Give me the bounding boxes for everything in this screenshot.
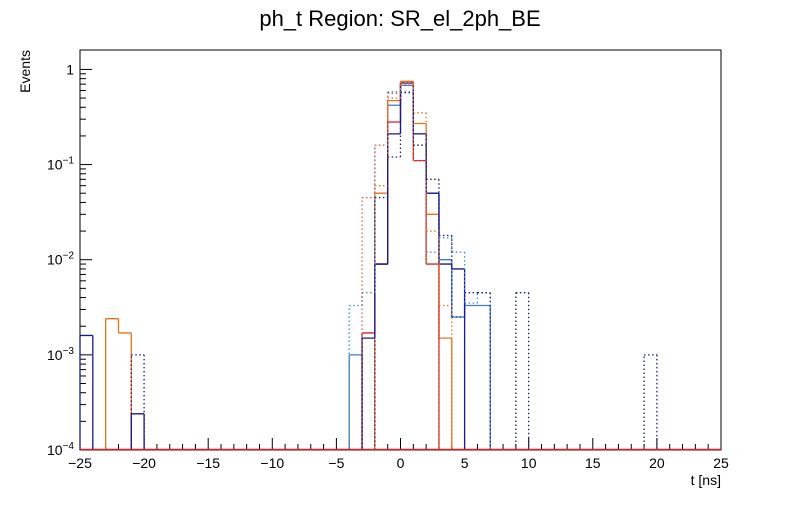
x-tick-label: −15: [196, 455, 220, 471]
y-tick-label: 10−1: [47, 156, 74, 173]
x-tick-label: −5: [328, 455, 344, 471]
y-tick-label: 10−3: [47, 346, 74, 363]
x-tick-label: 0: [397, 455, 405, 471]
chart-title: ph_t Region: SR_el_2ph_BE: [259, 6, 541, 31]
x-tick-label: 5: [461, 455, 469, 471]
histogram-series-4: [79, 82, 466, 450]
histogram-series-5: [348, 91, 491, 450]
y-axis-label: Events: [17, 50, 33, 93]
histogram-series-2: [104, 80, 453, 450]
histogram-series-7: [361, 82, 440, 450]
x-axis-label: t [ns]: [691, 472, 721, 488]
y-tick-label: 10−2: [47, 251, 74, 268]
y-tick-label: 10−4: [47, 441, 74, 458]
x-tick-label: 25: [713, 455, 729, 471]
x-tick-label: 20: [649, 455, 665, 471]
x-tick-label: −25: [68, 455, 92, 471]
x-tick-label: −20: [132, 455, 156, 471]
x-tick-label: 15: [585, 455, 601, 471]
x-tick-label: 10: [521, 455, 537, 471]
y-tick-label: 1: [66, 61, 74, 77]
histogram-series-3: [361, 82, 440, 450]
histogram-series-8: [130, 91, 658, 450]
x-tick-label: −10: [260, 455, 284, 471]
histogram-series-1: [348, 84, 491, 450]
